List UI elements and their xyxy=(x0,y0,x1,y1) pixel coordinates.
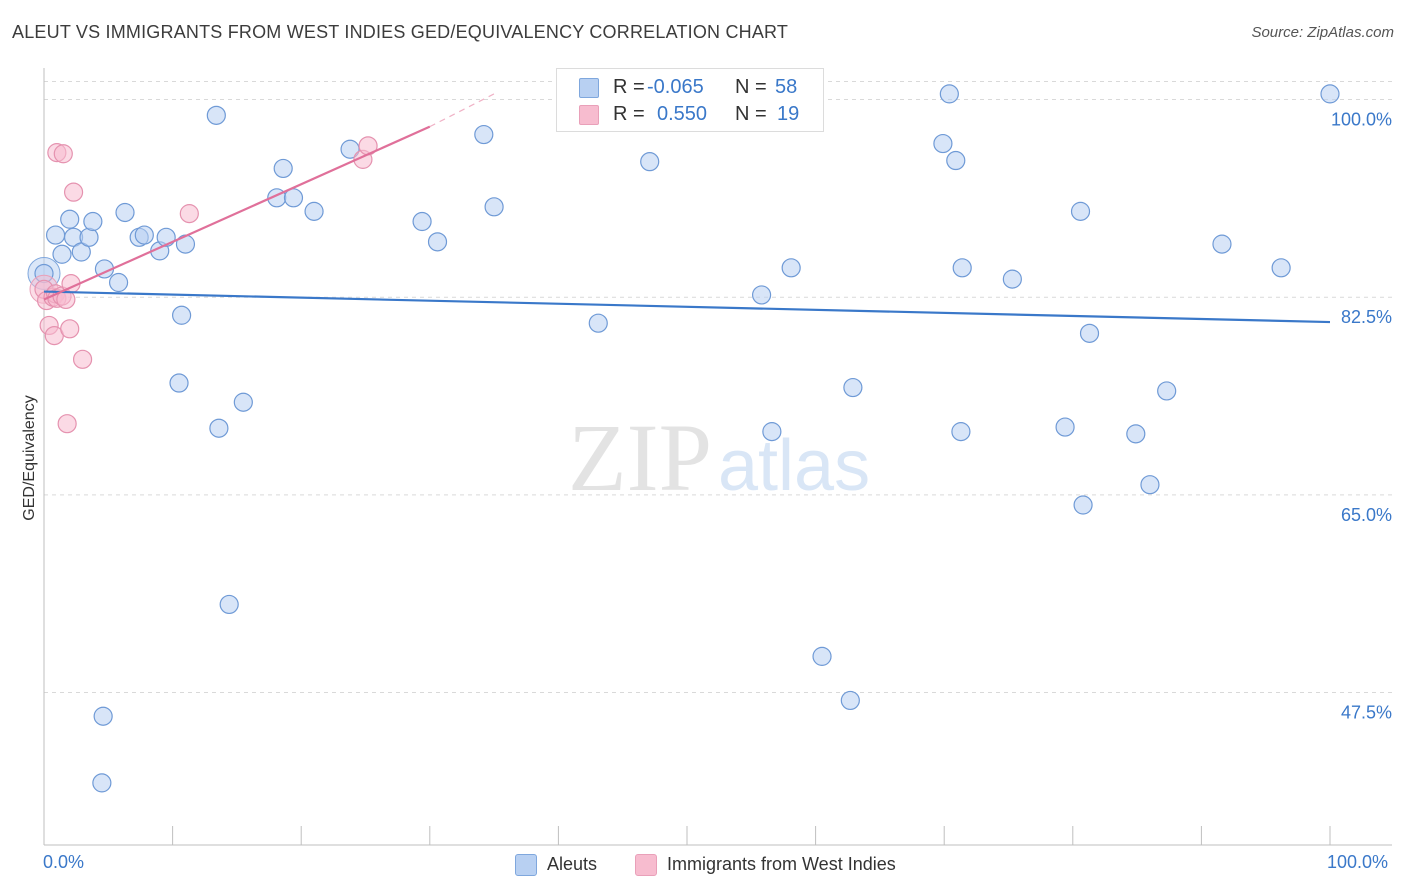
data-point xyxy=(952,258,972,278)
data-point xyxy=(1126,424,1146,444)
data-point xyxy=(751,285,772,305)
x-tick-min: 0.0% xyxy=(43,852,85,872)
watermark-zip: ZIP xyxy=(568,404,712,511)
data-point xyxy=(1212,234,1232,254)
trend-line-west-indies xyxy=(43,125,431,301)
data-point xyxy=(939,84,959,104)
data-point xyxy=(72,349,93,369)
data-point xyxy=(1140,475,1160,495)
data-point xyxy=(1157,381,1177,401)
west-indies-points xyxy=(29,136,378,434)
data-point xyxy=(206,105,226,125)
legend-swatch-pink xyxy=(579,105,599,125)
data-point xyxy=(83,211,103,232)
y-tick-label: 65.0% xyxy=(1341,505,1392,525)
x-tick-max: 100.0% xyxy=(1327,852,1389,872)
data-point xyxy=(1070,201,1091,221)
legend-r-value: 0.550 xyxy=(657,103,708,125)
data-point xyxy=(840,690,860,711)
y-tick-label: 47.5% xyxy=(1341,703,1392,723)
data-point xyxy=(233,392,253,412)
legend-r-value: -0.065 xyxy=(647,76,704,98)
data-point xyxy=(134,225,154,245)
data-point xyxy=(79,227,99,247)
axes xyxy=(43,68,1392,846)
data-point xyxy=(843,377,863,398)
data-point xyxy=(762,422,782,442)
watermark-atlas: atlas xyxy=(718,426,870,506)
data-point xyxy=(1320,84,1340,104)
data-point xyxy=(172,305,192,325)
gridlines xyxy=(44,80,1392,694)
data-point xyxy=(484,197,504,217)
data-point xyxy=(1079,323,1100,343)
legend-n-label: N = xyxy=(735,103,767,125)
watermark: ZIP atlas xyxy=(568,404,870,511)
data-point xyxy=(933,133,953,154)
data-point xyxy=(781,258,801,278)
data-point xyxy=(340,139,360,159)
data-point xyxy=(60,209,80,229)
data-point xyxy=(640,152,660,172)
legend-n-value: 58 xyxy=(775,76,798,98)
y-tick-labels: 100.0% 82.5% 65.0% 47.5% xyxy=(1331,110,1392,723)
data-point xyxy=(412,211,432,232)
data-point xyxy=(1002,269,1022,289)
legend-n-label: N = xyxy=(735,76,767,98)
data-point xyxy=(209,418,229,438)
trend-lines xyxy=(43,93,1331,324)
y-tick-label: 100.0% xyxy=(1331,110,1392,130)
legend-r-label: R = xyxy=(613,76,645,98)
data-point xyxy=(179,204,199,224)
data-point xyxy=(304,201,324,221)
legend-label-aleuts: Aleuts xyxy=(547,854,598,874)
data-point xyxy=(474,124,494,145)
trend-line-west-indies-extension xyxy=(429,93,495,128)
data-point xyxy=(951,422,971,442)
data-point xyxy=(273,158,293,179)
y-tick-label: 82.5% xyxy=(1341,307,1392,327)
data-point xyxy=(1271,258,1291,278)
data-point xyxy=(108,272,129,293)
data-point xyxy=(219,594,239,615)
data-point xyxy=(63,182,84,202)
data-point xyxy=(946,150,966,171)
legend-swatch-pink xyxy=(635,854,657,876)
data-point xyxy=(169,373,189,393)
stats-legend: R = -0.065 N = 58 R = 0.550 N = 19 xyxy=(556,68,824,132)
data-point xyxy=(93,706,113,726)
legend-swatch-blue xyxy=(515,854,537,876)
data-point xyxy=(812,646,832,666)
legend-r-label: R = xyxy=(613,103,645,125)
legend-swatch-blue xyxy=(579,78,599,98)
data-point xyxy=(588,313,608,333)
data-point xyxy=(1073,495,1093,515)
trend-line-aleuts xyxy=(43,290,1331,324)
data-point xyxy=(92,773,112,793)
source-label: Source: ZipAtlas.com xyxy=(1251,24,1394,41)
data-point xyxy=(53,144,73,164)
chart-title: ALEUT VS IMMIGRANTS FROM WEST INDIES GED… xyxy=(12,22,789,42)
data-point xyxy=(427,232,448,252)
legend-n-value: 19 xyxy=(777,103,800,125)
data-point xyxy=(60,319,80,339)
data-point xyxy=(45,225,66,245)
data-point xyxy=(57,414,77,434)
data-point xyxy=(115,202,135,223)
legend-label-west-indies: Immigrants from West Indies xyxy=(667,854,896,874)
data-point xyxy=(52,244,72,264)
data-point xyxy=(1055,417,1075,437)
